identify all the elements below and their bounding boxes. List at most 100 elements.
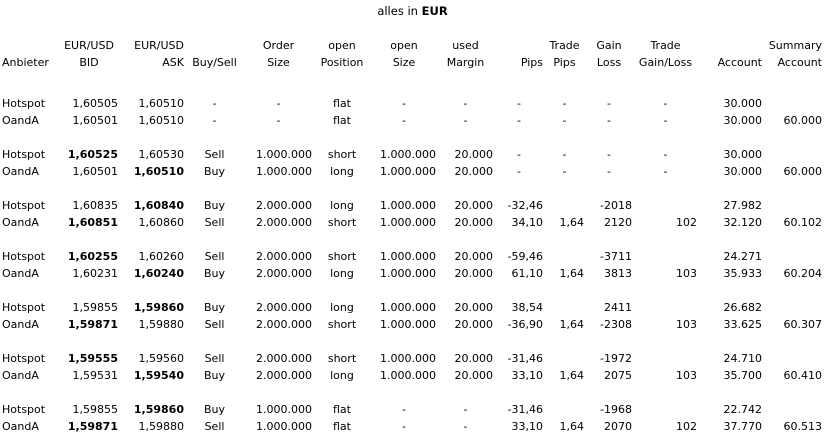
cell-ask: 1,59540 [133, 369, 184, 382]
cell-open-position: long [330, 199, 354, 212]
cell-open-size: 1.000.000 [380, 199, 436, 212]
spacer-row [0, 180, 824, 197]
cell-provider: OandA [2, 165, 39, 178]
cell-gain-loss: 2070 [604, 420, 632, 433]
cell-summary-account [764, 197, 824, 214]
trade-table: EUR/USD EUR/USD Order open open used Trade Gain… [0, 37, 824, 435]
cell-bid: 1,59531 [72, 369, 119, 382]
cell-open-position: long [330, 165, 354, 178]
cell-open-size: 1.000.000 [380, 369, 436, 382]
spacer [0, 282, 824, 299]
cell-gain-loss: - [607, 114, 611, 127]
table-row: Hotspot 1,59855 1,59860 Buy 1.000.000 flat - - -… [0, 401, 824, 418]
cell-pips: - [517, 148, 521, 161]
cell-buy-sell: - [212, 97, 217, 110]
header-account [699, 37, 764, 54]
title-prefix: alles in [377, 4, 422, 18]
cell-bid: 1,60835 [72, 199, 119, 212]
cell-open-size: 1.000.000 [380, 301, 436, 314]
cell-trade-gain-loss: - [663, 114, 668, 127]
cell-used-margin: 20.000 [454, 250, 494, 263]
cell-trade-pips: - [562, 114, 567, 127]
cell-trade-pips [545, 248, 586, 265]
cell-used-margin: 20.000 [454, 267, 494, 280]
cell-provider: OandA [2, 318, 39, 331]
header-gain-loss: Loss [596, 56, 622, 69]
table-row: Hotspot 1,59855 1,59860 Buy 2.000.000 long 1.0… [0, 299, 824, 316]
header-gain-loss: Gain [596, 39, 622, 52]
cell-used-margin: 20.000 [454, 301, 494, 314]
cell-buy-sell: - [212, 114, 217, 127]
cell-order-size: 1.000.000 [256, 420, 312, 433]
header-ask: ASK [162, 56, 184, 69]
spacer-row [0, 231, 824, 248]
cell-pips: 38,54 [511, 301, 544, 314]
cell-open-size: - [402, 420, 406, 433]
header-bid: EUR/USD [64, 39, 114, 52]
cell-ask: 1,59880 [138, 420, 185, 433]
cell-buy-sell: Sell [204, 352, 225, 365]
header-open-position: Position [320, 56, 364, 69]
title-currency: EUR [421, 4, 448, 18]
cell-open-size: 1.000.000 [380, 318, 436, 331]
header-summary-account: Summary [768, 39, 822, 52]
spacer-row [0, 384, 824, 401]
cell-used-margin: - [463, 114, 468, 127]
cell-buy-sell: Buy [203, 165, 226, 178]
cell-account: 30.000 [723, 97, 763, 110]
spacer [0, 71, 824, 95]
cell-used-margin: 20.000 [454, 165, 494, 178]
header-provider [0, 37, 60, 54]
cell-pips: - [517, 97, 521, 110]
cell-used-margin: 20.000 [454, 148, 494, 161]
table-row: OandA 1,59531 1,59540 Buy 2.000.000 long 1.000… [0, 367, 824, 384]
cell-provider: Hotspot [2, 403, 46, 416]
header-ask: EUR/USD [134, 39, 184, 52]
cell-trade-pips [545, 350, 586, 367]
cell-open-size: 1.000.000 [380, 352, 436, 365]
cell-buy-sell: Buy [203, 369, 226, 382]
cell-summary-account [764, 248, 824, 265]
cell-ask: 1,59560 [138, 352, 185, 365]
cell-ask: 1,60510 [138, 97, 185, 110]
cell-open-position: flat [333, 114, 351, 127]
header-open-size: Size [392, 56, 416, 69]
cell-bid: 1,59855 [72, 403, 119, 416]
table-row: Hotspot 1,59555 1,59560 Sell 2.000.000 short 1… [0, 350, 824, 367]
header-buy-sell: Buy/Sell [192, 56, 237, 69]
cell-bid: 1,59555 [67, 352, 118, 365]
cell-summary-account: 60.000 [783, 165, 823, 178]
cell-bid: 1,60231 [72, 267, 119, 280]
cell-pips: 33,10 [511, 369, 544, 382]
cell-open-size: - [402, 97, 406, 110]
cell-order-size: - [276, 114, 281, 127]
cell-order-size: 2.000.000 [256, 250, 312, 263]
cell-provider: Hotspot [2, 352, 46, 365]
cell-trade-pips: 1,64 [559, 420, 585, 433]
cell-ask: 1,59860 [133, 403, 184, 416]
cell-provider: OandA [2, 114, 39, 127]
cell-bid: 1,59871 [67, 420, 118, 433]
cell-open-position: short [327, 148, 357, 161]
cell-open-size: - [402, 114, 406, 127]
cell-trade-pips: 1,64 [559, 216, 585, 229]
cell-trade-gain-loss: - [663, 148, 668, 161]
cell-buy-sell: Buy [203, 301, 226, 314]
cell-bid: 1,60851 [67, 216, 118, 229]
cell-trade-gain-loss [634, 401, 699, 418]
cell-provider: Hotspot [2, 301, 46, 314]
header-order-size: Order [262, 39, 295, 52]
cell-used-margin: 20.000 [454, 199, 494, 212]
cell-order-size: - [276, 97, 281, 110]
cell-buy-sell: Buy [203, 267, 226, 280]
cell-provider: OandA [2, 369, 39, 382]
cell-bid: 1,60525 [67, 148, 118, 161]
header-trade-pips: Pips [553, 56, 576, 69]
cell-summary-account [764, 350, 824, 367]
cell-account: 35.933 [723, 267, 763, 280]
cell-ask: 1,60840 [133, 199, 184, 212]
cell-provider: OandA [2, 216, 39, 229]
table-row: OandA 1,60851 1,60860 Sell 2.000.000 short 1.0… [0, 214, 824, 231]
table-row: OandA 1,59871 1,59880 Sell 2.000.000 short 1.0… [0, 316, 824, 333]
cell-order-size: 2.000.000 [256, 318, 312, 331]
